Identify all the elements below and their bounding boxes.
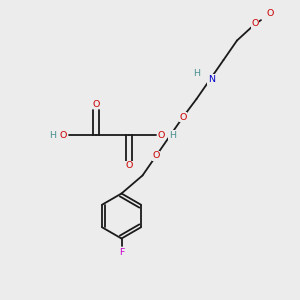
Text: O: O [158,130,165,140]
Text: O: O [266,9,274,18]
Text: O: O [152,152,160,160]
Text: O: O [251,20,259,28]
Text: H: H [193,69,200,78]
Text: O: O [179,112,187,122]
Text: O: O [125,161,133,170]
Text: N: N [208,75,215,84]
Text: H: H [169,130,176,140]
Text: H: H [49,130,56,140]
Text: O: O [60,130,67,140]
Text: O: O [92,100,100,109]
Text: F: F [119,248,124,257]
